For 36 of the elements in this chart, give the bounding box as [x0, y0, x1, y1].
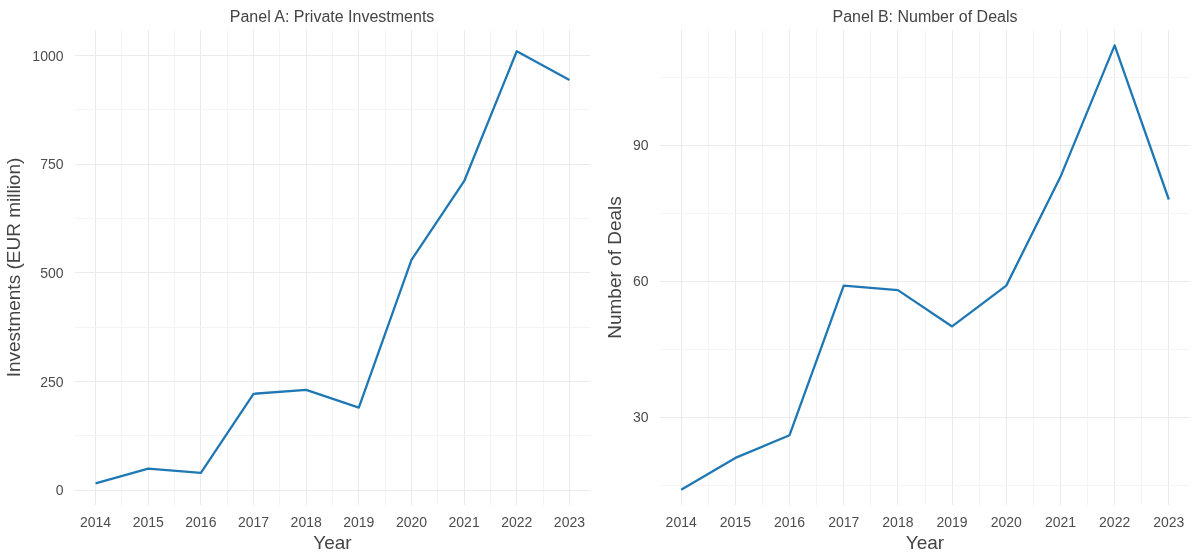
chart-title: Panel B: Number of Deals — [832, 7, 1018, 25]
x-tick-label: 2018 — [290, 513, 322, 530]
line-series — [680, 44, 1170, 491]
x-tick-label: 2014 — [79, 513, 112, 530]
y-tick-label: 30 — [632, 409, 649, 426]
x-tick-label: 2021 — [448, 513, 480, 530]
x-tick-label: 2017 — [828, 513, 860, 530]
x-tick-label: 2021 — [1044, 513, 1077, 530]
y-tick-label: 90 — [632, 137, 649, 154]
x-tick-label: 2019 — [343, 513, 375, 530]
x-axis-title: Year — [905, 531, 945, 553]
y-tick-label: 0 — [55, 482, 64, 499]
y-axis-title: Number of Deals — [603, 196, 625, 339]
y-tick-label: 60 — [632, 273, 649, 290]
x-tick-label: 2014 — [665, 513, 697, 530]
y-tick-label: 1000 — [32, 47, 64, 64]
y-tick-label: 500 — [40, 264, 64, 281]
x-tick-label: 2019 — [936, 513, 968, 530]
y-axis-title: Investments (EUR million) — [3, 157, 25, 378]
x-tick-label: 2017 — [237, 513, 270, 530]
y-tick-label: 250 — [40, 373, 64, 390]
x-tick-label: 2020 — [990, 513, 1023, 530]
x-tick-label: 2015 — [719, 513, 752, 530]
x-tick-label: 2023 — [1153, 513, 1185, 530]
x-tick-label: 2016 — [185, 513, 217, 530]
x-tick-label: 2022 — [501, 513, 533, 530]
x-tick-label: 2020 — [395, 513, 428, 530]
x-tick-label: 2022 — [1099, 513, 1131, 530]
x-tick-label: 2015 — [132, 513, 164, 530]
x-tick-label: 2023 — [553, 513, 586, 530]
line-series — [94, 50, 571, 485]
chart-title: Panel A: Private Investments — [229, 7, 435, 25]
x-tick-label: 2016 — [773, 513, 806, 530]
y-tick-label: 750 — [40, 156, 64, 173]
x-tick-label: 2018 — [882, 513, 914, 530]
x-axis-title: Year — [313, 531, 353, 553]
